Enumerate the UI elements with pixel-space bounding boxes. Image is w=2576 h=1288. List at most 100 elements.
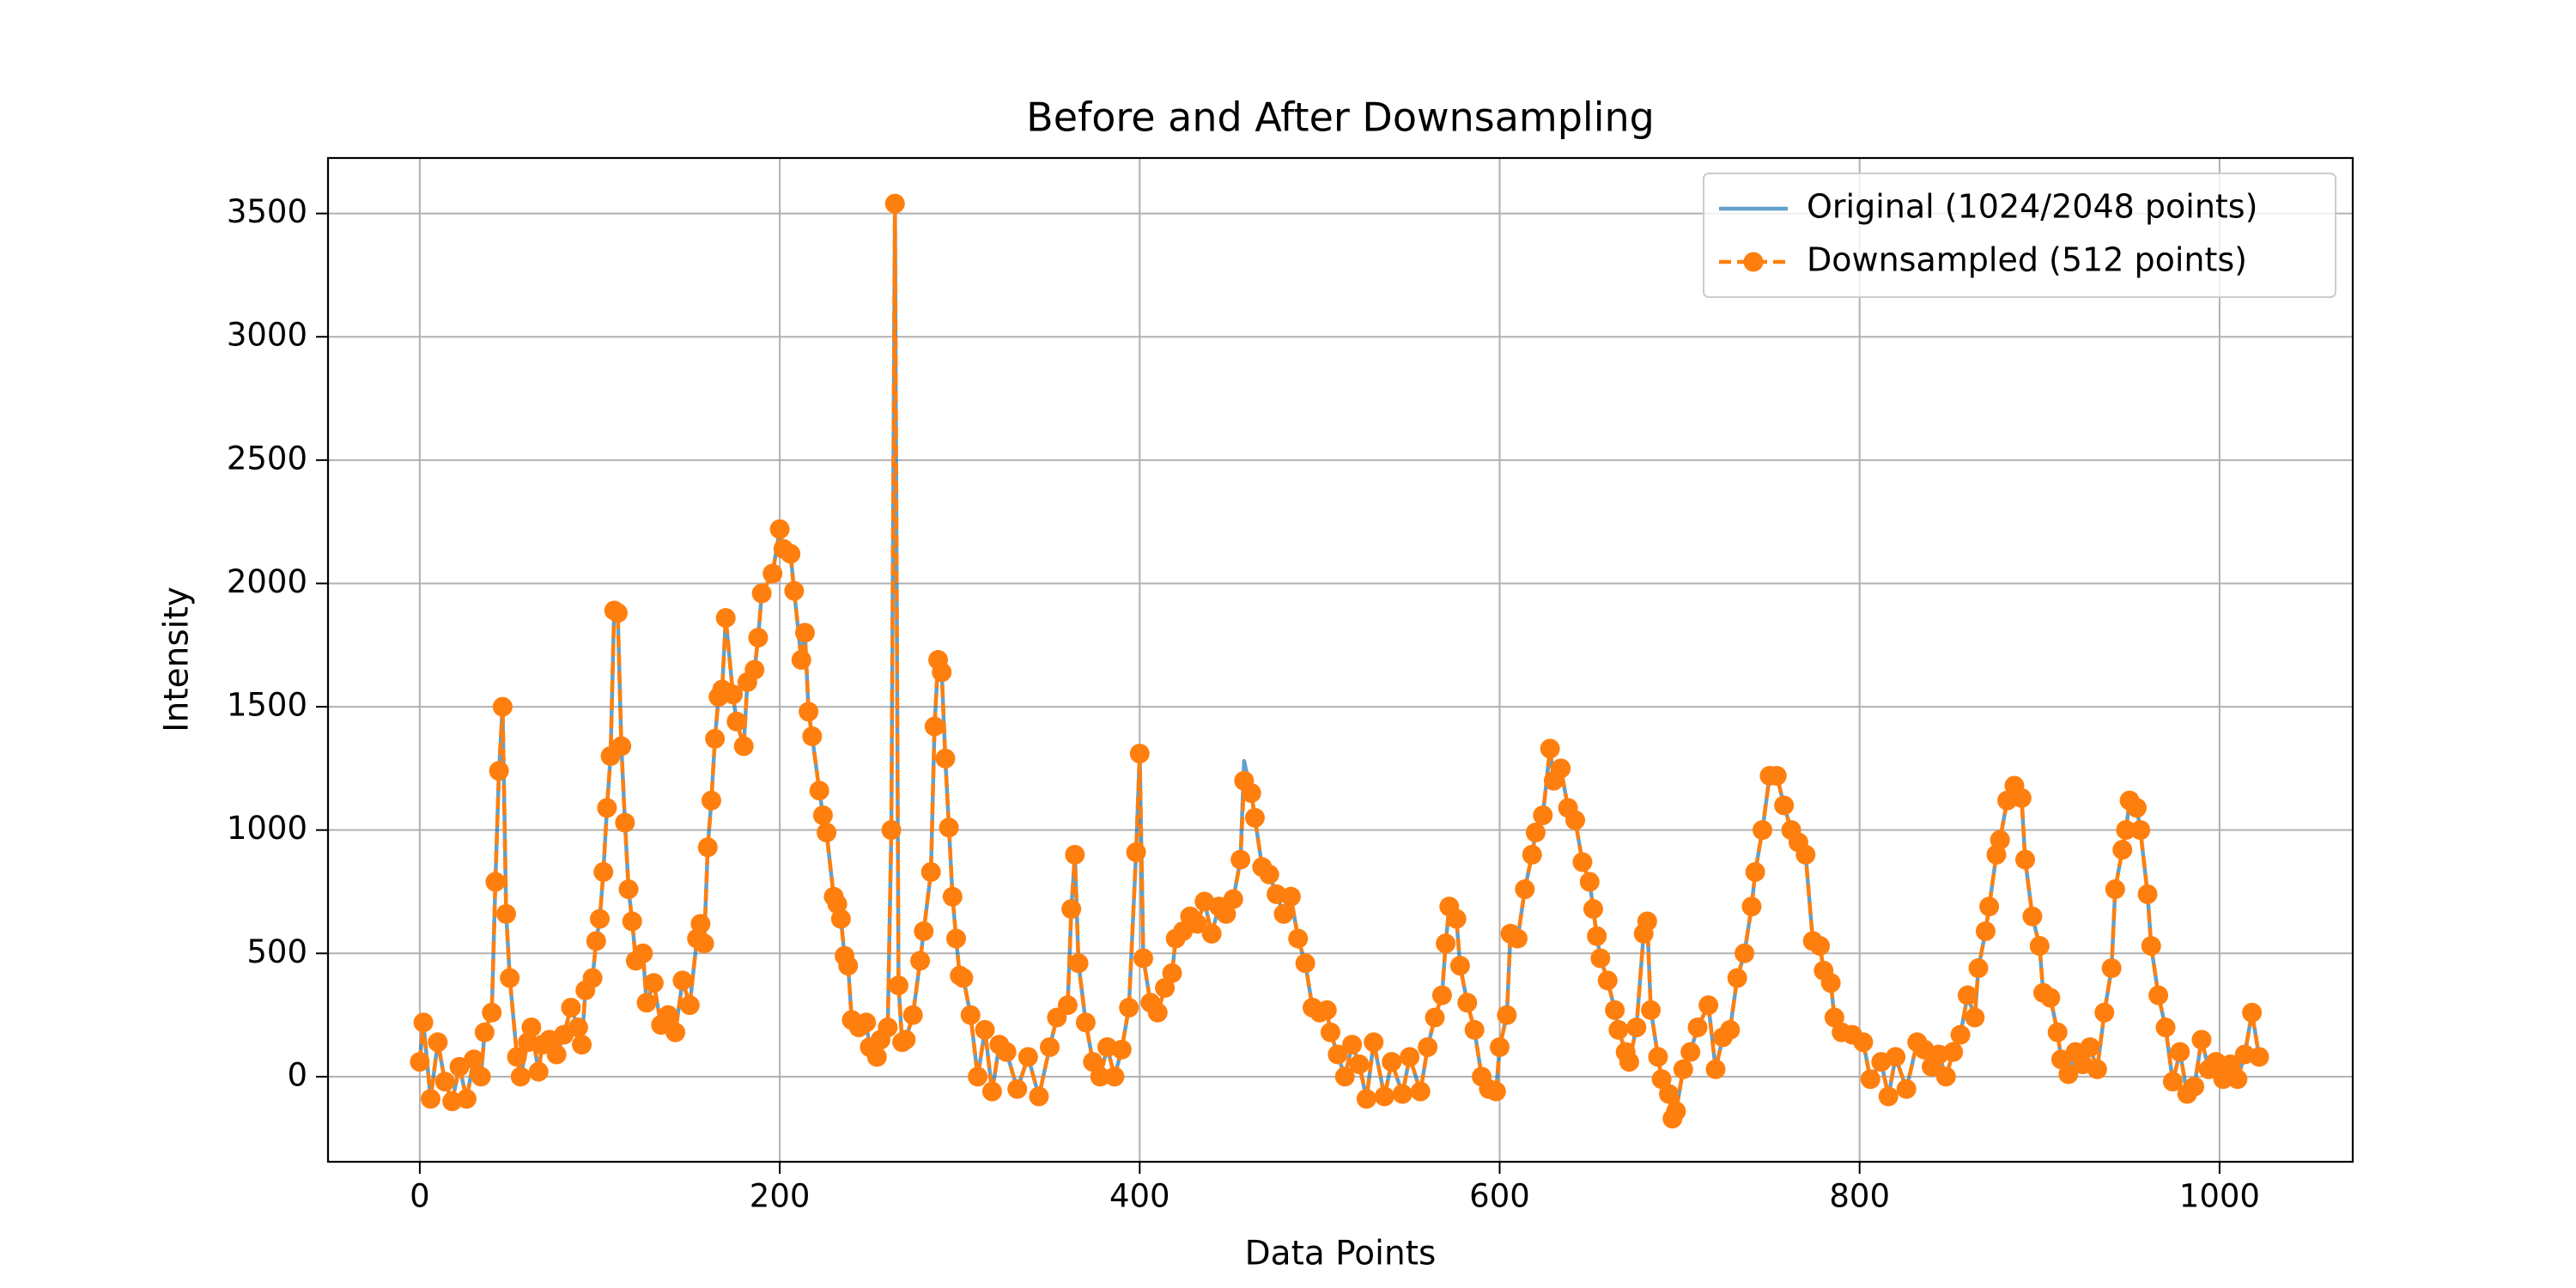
data-point (1425, 1007, 1445, 1028)
data-point (1029, 1086, 1049, 1107)
data-point (1860, 1069, 1880, 1090)
data-point (1392, 1084, 1413, 1104)
data-point (2184, 1076, 2205, 1097)
data-point (413, 1012, 434, 1033)
data-point (597, 798, 617, 818)
data-point (1061, 899, 1082, 920)
data-point (2015, 849, 2036, 870)
data-point (981, 1081, 1002, 1102)
data-point (1489, 1036, 1510, 1057)
data-point (975, 1019, 995, 1040)
data-point (1457, 993, 1478, 1013)
data-point (1327, 1044, 1348, 1065)
y-tick-label: 1000 (227, 810, 307, 847)
data-point (1572, 852, 1593, 872)
data-point (705, 728, 726, 749)
data-point (679, 995, 700, 1016)
x-axis-label: Data Points (1245, 1235, 1437, 1273)
data-point (582, 968, 603, 988)
data-point (748, 628, 769, 648)
data-point (1464, 1019, 1485, 1040)
data-point (1090, 1066, 1110, 1087)
data-point (697, 837, 718, 858)
data-point (1533, 805, 1553, 825)
data-point (1745, 862, 1765, 883)
data-point (1651, 1069, 1672, 1090)
data-point (827, 894, 848, 914)
data-point (2220, 1054, 2240, 1075)
data-point (2162, 1072, 2183, 1092)
data-point (2191, 1030, 2212, 1050)
series-line (417, 201, 2262, 1121)
data-point (665, 1022, 686, 1042)
data-point (1007, 1078, 1028, 1099)
data-point (1449, 956, 1470, 976)
data-point (1129, 744, 1150, 764)
data-point (1119, 997, 1139, 1018)
plot-frame (326, 156, 2354, 1163)
data-point (996, 1042, 1017, 1062)
data-point (1039, 1036, 1060, 1057)
data-point (471, 1066, 491, 1087)
data-point (726, 711, 747, 732)
data-point (723, 684, 744, 705)
data-point (1648, 1047, 1668, 1067)
data-point (496, 903, 517, 924)
y-tick-label: 500 (246, 933, 307, 970)
data-point (1968, 958, 1989, 979)
data-point (1349, 1054, 1370, 1075)
y-tick-label: 2500 (227, 440, 307, 477)
data-point (1741, 896, 1762, 917)
data-point (830, 908, 851, 929)
data-point (1244, 807, 1265, 828)
data-point (428, 1032, 448, 1053)
data-point (939, 817, 959, 838)
data-point (2155, 1017, 2176, 1037)
data-point (2141, 936, 2161, 957)
data-point (2130, 820, 2151, 841)
data-point (2094, 1002, 2115, 1023)
data-point (715, 608, 736, 629)
data-point (1587, 926, 1607, 946)
data-point (935, 748, 956, 769)
data-point (809, 781, 829, 801)
data-point (2011, 787, 2032, 808)
data-point (2112, 840, 2133, 860)
data-point (593, 862, 614, 883)
data-point (694, 933, 714, 954)
data-point (618, 879, 639, 900)
data-point (2047, 1022, 2068, 1042)
data-point (1583, 899, 1603, 920)
data-point (1083, 1052, 1103, 1072)
legend-label: Original (1024/2048 points) (1807, 188, 2257, 226)
data-point (1540, 738, 1560, 759)
data-point (1525, 823, 1546, 843)
data-point (781, 544, 801, 564)
data-point (896, 1030, 916, 1050)
data-point (1223, 889, 1243, 909)
data-point (881, 820, 902, 841)
data-point (500, 968, 520, 988)
data-point (607, 603, 628, 623)
data-point (561, 997, 581, 1018)
data-point (1810, 936, 1831, 957)
data-point (1680, 1042, 1701, 1062)
legend-box (1703, 173, 2336, 298)
data-point (489, 761, 509, 781)
data-point (658, 1005, 678, 1025)
data-point (1878, 1086, 1899, 1107)
data-point (1316, 999, 1337, 1020)
data-point (1364, 1032, 1384, 1053)
data-point (1374, 1086, 1394, 1107)
series-line (417, 201, 2262, 1121)
data-point (791, 650, 811, 670)
y-axis-label: Intensity (158, 586, 197, 732)
data-point (2105, 879, 2125, 900)
data-point (1579, 872, 1600, 892)
data-point (960, 1005, 981, 1025)
data-point (1605, 999, 1625, 1020)
data-point (1418, 1036, 1438, 1057)
data-point (1666, 1101, 1686, 1121)
data-point (1522, 844, 1542, 865)
